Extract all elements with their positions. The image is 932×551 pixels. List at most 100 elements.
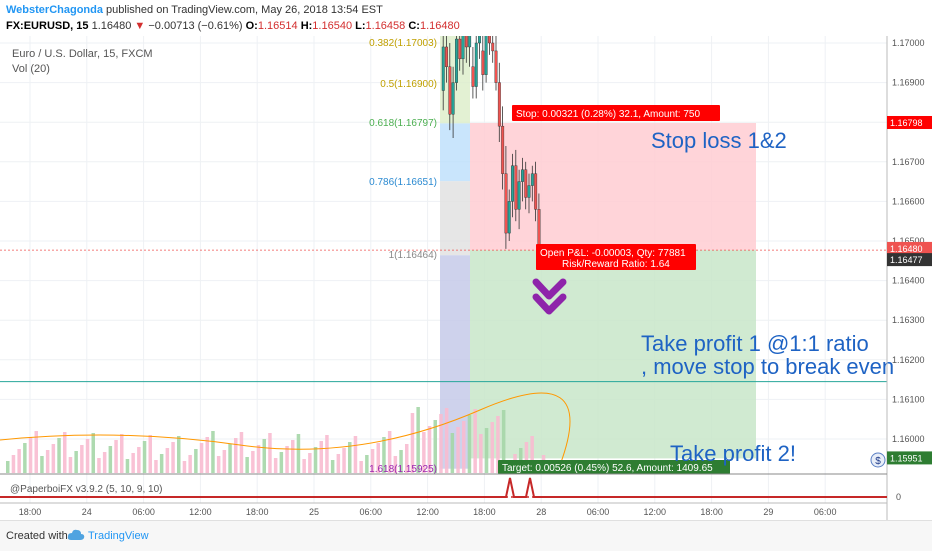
volume-bar <box>268 433 272 473</box>
settings-icon[interactable]: $ <box>870 452 886 468</box>
close-label: C: <box>408 20 420 32</box>
volume-bar <box>239 432 244 473</box>
candle-body <box>458 38 462 60</box>
volume-bar <box>427 426 432 473</box>
price-badge-text: 1.16480 <box>890 244 923 254</box>
volume-bar <box>501 410 506 473</box>
tp1-annotation-line1: Take profit 1 @1:1 ratio <box>641 331 869 356</box>
volume-bar <box>57 438 61 473</box>
volume-bar <box>348 442 352 473</box>
price-tick-label: 1.16200 <box>892 355 925 365</box>
volume-bar <box>399 450 403 473</box>
candle-body <box>455 38 458 83</box>
volume-bar <box>382 437 386 473</box>
candle-body <box>521 169 524 182</box>
low-label: L: <box>355 20 366 32</box>
time-tick-label: 12:00 <box>189 507 212 517</box>
candle-body <box>474 42 478 87</box>
series-legend: Euro / U.S. Dollar, 15, FXCM <box>12 48 153 60</box>
volume-bar <box>211 431 215 473</box>
volume-bar <box>336 454 341 473</box>
candle-body <box>497 82 501 127</box>
fib-label-1618: 1.618(1.15925) <box>369 464 437 475</box>
volume-bar <box>51 444 56 473</box>
volume-bar <box>188 455 192 473</box>
volume-bar <box>245 457 249 473</box>
price-tick-label: 1.16900 <box>892 78 925 88</box>
volume-bar <box>302 459 306 473</box>
candle-body <box>451 82 455 115</box>
volume-bar <box>524 442 529 473</box>
volume-bar <box>370 449 375 473</box>
volume-bar <box>228 444 232 473</box>
volume-bar <box>63 432 67 473</box>
price-badge-text: 1.16798 <box>890 118 923 128</box>
fib-label-1: 1(1.16464) <box>389 250 437 261</box>
volume-bar <box>422 432 426 473</box>
target-label-text: Target: 0.00526 (0.45%) 52.6, Amount: 14… <box>502 463 713 474</box>
volume-bar <box>40 456 44 473</box>
price-chart[interactable]: Euro / U.S. Dollar, 15, FXCM Vol (20) 0.… <box>0 36 932 520</box>
volume-bar <box>137 447 141 473</box>
indicator-label: @PaperboiFX v3.9.2 (5, 10, 9, 10) <box>10 484 162 495</box>
volume-bar <box>319 441 323 473</box>
volume-ma-line <box>0 392 571 466</box>
volume-bar <box>125 459 130 473</box>
candle-body <box>524 169 528 198</box>
position-zones <box>440 36 756 469</box>
high-label: H: <box>300 20 313 32</box>
volume-bar <box>142 441 147 473</box>
volume-bar <box>359 461 363 473</box>
published-text: published on TradingView.com, May 26, 20… <box>106 4 383 16</box>
price-axis[interactable]: 1.170001.169001.168001.167001.166001.165… <box>886 36 925 520</box>
volume-legend: Vol (20) <box>12 63 50 75</box>
volume-bar <box>74 451 78 473</box>
stop-label: Stop: 0.00321 (0.28%) 32.1, Amount: 750 <box>512 105 720 121</box>
price-tick-label: 1.16000 <box>892 434 925 444</box>
price-tick-label: 1.16600 <box>892 196 925 206</box>
volume-bar <box>171 442 175 473</box>
volume-bar <box>439 414 443 473</box>
time-axis[interactable]: 18:00 24 06:00 12:00 18:00 25 06:00 12:00 18:00 2… <box>0 502 887 517</box>
candle-body <box>494 50 498 83</box>
candle-body <box>448 66 452 115</box>
volume-bar <box>182 461 187 473</box>
volume-bar <box>11 455 16 473</box>
volume-bar <box>490 422 494 473</box>
price-badge <box>887 241 932 255</box>
volume-bar <box>80 445 84 473</box>
volume-bar <box>28 437 33 473</box>
tradingview-link[interactable]: TradingView <box>88 530 149 542</box>
volume-bar <box>387 431 392 473</box>
time-tick-label: 28 <box>536 507 546 517</box>
time-tick-label: 18:00 <box>700 507 723 517</box>
footer-bar: Created with TradingView <box>0 520 932 551</box>
volume-bar <box>308 453 312 473</box>
candle-body <box>471 66 475 87</box>
volume-bar <box>97 458 101 473</box>
candle-body <box>488 36 491 44</box>
candle-body <box>517 181 521 210</box>
volume-bar <box>285 446 289 473</box>
open-pl-text: Open P&L: -0.00003, Qty: 77881 <box>540 248 686 259</box>
volume-bar <box>410 413 415 473</box>
volume-bar <box>45 450 50 473</box>
price-badge-text: 1.16477 <box>890 255 923 265</box>
candle-body <box>527 185 531 198</box>
price-badge <box>887 115 932 129</box>
price-tick-label: 1.16100 <box>892 394 925 404</box>
created-with-text: Created with <box>6 530 68 542</box>
fib-label-0618: 0.618(1.16797) <box>369 118 437 129</box>
volume-bar <box>479 434 483 473</box>
author-link[interactable]: WebsterChagonda <box>6 4 103 16</box>
volume-bar <box>405 444 409 473</box>
publish-line: WebsterChagonda published on TradingView… <box>6 4 383 16</box>
volume-bar <box>102 452 107 473</box>
volume-bar <box>462 421 466 473</box>
volume-bar <box>6 461 10 473</box>
tradingview-cloud-icon <box>67 529 85 540</box>
volume-bar <box>296 434 301 473</box>
candle-body <box>445 46 448 67</box>
stop-loss-annotation: Stop loss 1&2 <box>651 128 787 153</box>
volume-bar <box>148 435 152 473</box>
